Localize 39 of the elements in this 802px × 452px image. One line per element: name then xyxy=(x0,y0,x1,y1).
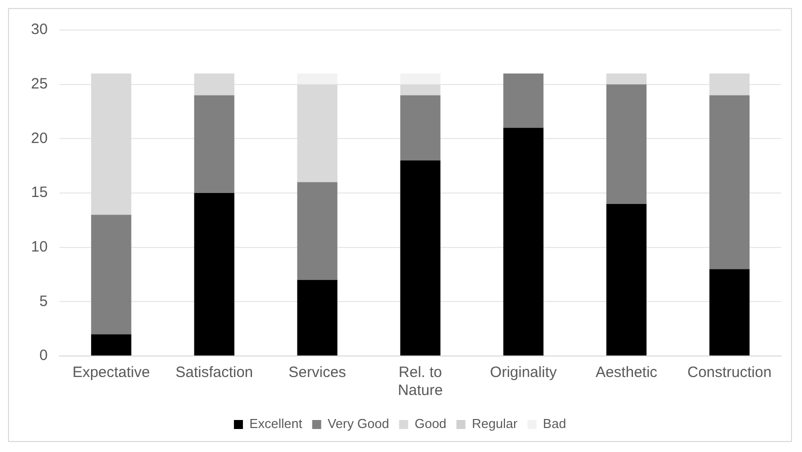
y-tick-label: 20 xyxy=(30,130,48,147)
legend-label: Very Good xyxy=(328,416,390,432)
x-tick-label: Rel. to Nature xyxy=(398,364,443,400)
bar xyxy=(91,73,132,215)
bar xyxy=(297,84,338,182)
y-tick-label: 15 xyxy=(30,184,48,202)
legend-label: Regular xyxy=(472,416,518,432)
bar xyxy=(400,84,440,96)
bar xyxy=(400,160,440,356)
bar xyxy=(91,334,132,356)
y-tick-label: 10 xyxy=(30,238,48,256)
x-tick-label: Services xyxy=(288,364,346,382)
bar xyxy=(606,73,647,84)
y-tick-label: 5 xyxy=(39,292,48,310)
bar xyxy=(194,193,234,356)
y-tick-label: 30 xyxy=(30,21,48,38)
x-tick-label: Aesthetic xyxy=(596,364,658,382)
legend-label: Good xyxy=(414,416,446,432)
x-tick-label: Construction xyxy=(687,364,772,382)
legend-label: Excellent xyxy=(249,416,303,432)
bar xyxy=(606,204,647,356)
bar xyxy=(194,73,234,96)
bar xyxy=(709,73,750,96)
bar xyxy=(709,269,750,356)
x-tick-label: Expectative xyxy=(72,364,150,382)
bar xyxy=(194,95,234,193)
x-tick-label: Originality xyxy=(490,364,558,382)
y-tick-label: 25 xyxy=(30,75,48,92)
bar xyxy=(91,214,132,334)
legend-label: Bad xyxy=(542,416,566,432)
bar xyxy=(400,95,440,160)
bar xyxy=(297,280,338,356)
y-tick-label: 0 xyxy=(39,347,48,364)
bar xyxy=(606,84,647,204)
bar xyxy=(709,95,750,270)
bar xyxy=(297,182,338,280)
bar xyxy=(503,128,544,356)
x-tick-label: Satisfaction xyxy=(175,364,254,382)
bar xyxy=(503,73,544,128)
